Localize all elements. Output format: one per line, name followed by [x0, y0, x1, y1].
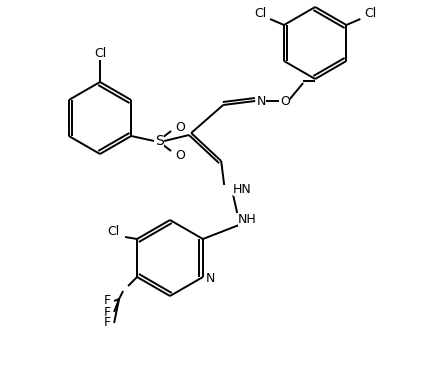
Text: S: S	[155, 134, 164, 148]
Text: F: F	[104, 295, 111, 307]
Text: F: F	[104, 306, 111, 319]
Text: N: N	[206, 272, 215, 286]
Text: N: N	[257, 94, 266, 108]
Text: O: O	[280, 94, 290, 108]
Text: Cl: Cl	[254, 7, 266, 20]
Text: O: O	[175, 121, 185, 134]
Text: NH: NH	[238, 212, 257, 225]
Text: HN: HN	[233, 182, 252, 195]
Text: Cl: Cl	[94, 47, 106, 60]
Text: F: F	[104, 316, 111, 330]
Text: O: O	[175, 148, 185, 161]
Text: Cl: Cl	[107, 225, 119, 238]
Text: Cl: Cl	[364, 7, 377, 20]
